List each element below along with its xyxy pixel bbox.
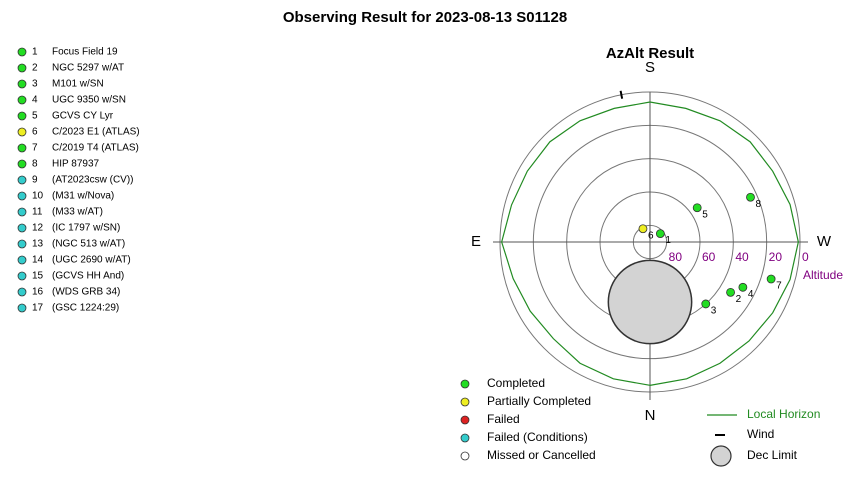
target-status-dot (17, 223, 27, 233)
target-number: 6 (32, 127, 38, 138)
target-status-dot (17, 79, 27, 89)
target-point-label: 8 (755, 199, 761, 210)
r-tick-label: 40 (735, 250, 749, 264)
direction-label: N (645, 407, 656, 424)
target-number: 5 (32, 111, 38, 122)
direction-label: E (471, 233, 481, 250)
target-status-dot (17, 239, 27, 249)
dec-limit (607, 259, 693, 345)
target-point-label: 5 (702, 209, 708, 220)
legend-marker (460, 451, 470, 461)
target-name: Focus Field 19 (52, 47, 118, 58)
target-number: 13 (32, 239, 44, 250)
target-point (746, 192, 755, 202)
horizon-line (501, 101, 799, 386)
legend-marker (460, 433, 470, 443)
target-point (692, 203, 702, 213)
direction-label: S (645, 59, 655, 76)
chart-title: Observing Result for 2023-08-13 S01128 (283, 9, 567, 26)
target-number: 12 (32, 223, 44, 234)
legend-label: Failed (487, 412, 520, 426)
target-name: (M33 w/AT) (52, 207, 103, 218)
r-tick-label: 0 (802, 250, 809, 264)
legend-label: Missed or Cancelled (487, 448, 596, 462)
target-name: (GCVS HH And) (52, 271, 124, 282)
target-status-dot (17, 255, 27, 265)
target-name: (WDS GRB 34) (52, 287, 120, 298)
target-status-dot (17, 303, 27, 313)
target-number: 4 (32, 95, 38, 106)
target-name: (UGC 2690 w/AT) (52, 255, 131, 266)
target-point (701, 299, 711, 309)
target-name: HIP 87937 (52, 159, 100, 170)
legend-marker (460, 397, 470, 407)
target-name: M101 w/SN (52, 79, 104, 90)
target-name: NGC 5297 w/AT (52, 63, 124, 74)
target-number: 7 (32, 143, 38, 154)
target-number: 17 (32, 303, 44, 314)
target-point (655, 229, 665, 239)
target-name: (IC 1797 w/SN) (52, 223, 120, 234)
target-status-dot (17, 191, 27, 201)
target-name: (NGC 513 w/AT) (52, 239, 125, 250)
target-point-label: 7 (776, 281, 782, 292)
target-status-dot (17, 207, 27, 217)
target-name: (GSC 1224:29) (52, 303, 119, 314)
target-status-dot (17, 159, 27, 169)
target-status-dot (17, 47, 27, 57)
r-tick-label: 20 (769, 250, 783, 264)
direction-label: W (817, 233, 832, 250)
target-point (638, 224, 648, 234)
legend-label: Dec Limit (747, 448, 798, 462)
target-number: 16 (32, 287, 44, 298)
legend-marker (460, 415, 470, 425)
target-number: 8 (32, 159, 38, 170)
target-number: 14 (32, 255, 44, 266)
target-point-label: 1 (665, 235, 671, 246)
target-name: (AT2023csw (CV)) (52, 175, 134, 186)
target-status-dot (17, 111, 27, 121)
target-point (766, 274, 776, 284)
r-tick-label: 80 (669, 250, 683, 264)
legend-label: Partially Completed (487, 394, 591, 408)
target-number: 10 (32, 191, 44, 202)
target-number: 3 (32, 79, 38, 90)
target-name: (M31 w/Nova) (52, 191, 114, 202)
target-name: UGC 9350 w/SN (52, 95, 126, 106)
target-status-dot (17, 143, 27, 153)
legend-label: Wind (747, 427, 774, 441)
target-status-dot (17, 127, 27, 137)
wind-marker (619, 90, 624, 99)
target-point-label: 2 (736, 294, 742, 305)
target-status-dot (17, 287, 27, 297)
target-point (738, 282, 748, 292)
legend-label: Completed (487, 376, 545, 390)
target-status-dot (17, 95, 27, 105)
target-number: 15 (32, 271, 44, 282)
legend-label: Failed (Conditions) (487, 430, 588, 444)
target-number: 1 (32, 47, 38, 58)
target-number: 2 (32, 63, 38, 74)
r-axis-label: Altitude (803, 268, 843, 282)
legend-marker (710, 445, 732, 467)
target-point-label: 4 (748, 289, 754, 300)
target-name: GCVS CY Lyr (52, 111, 114, 122)
target-status-dot (17, 271, 27, 281)
target-name: C/2023 E1 (ATLAS) (52, 127, 140, 138)
legend-marker (460, 379, 470, 389)
target-number: 9 (32, 175, 38, 186)
target-point (726, 287, 735, 297)
target-point-label: 3 (711, 306, 717, 317)
target-status-dot (17, 175, 27, 185)
r-tick-label: 60 (702, 250, 716, 264)
target-status-dot (17, 63, 27, 73)
target-name: C/2019 T4 (ATLAS) (52, 143, 139, 154)
target-number: 11 (32, 207, 43, 218)
legend-label: Local Horizon (747, 407, 820, 421)
chart-subtitle: AzAlt Result (606, 45, 694, 62)
target-point-label: 6 (648, 230, 654, 241)
